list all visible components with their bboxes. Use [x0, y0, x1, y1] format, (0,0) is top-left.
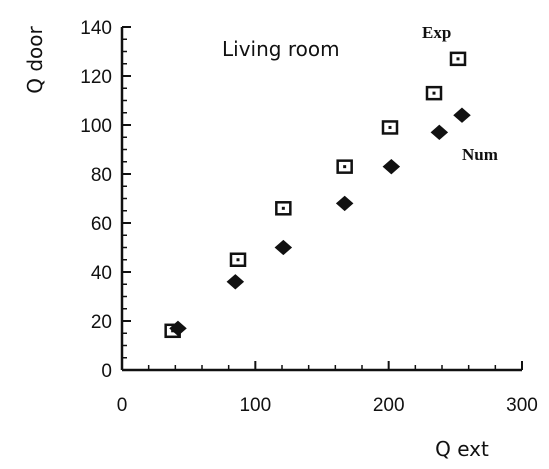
annotation-living-room: Living room — [222, 37, 340, 61]
series-label-num: Num — [462, 145, 498, 164]
y-tick-label: 140 — [80, 18, 112, 39]
axes — [120, 27, 522, 372]
y-tick-label: 20 — [91, 312, 112, 333]
ticks — [121, 26, 523, 371]
data-points — [164, 51, 471, 339]
y-tick-label: 60 — [91, 214, 112, 235]
x-tick-label: 100 — [239, 395, 271, 416]
num-point — [274, 239, 293, 256]
num-point — [335, 195, 354, 212]
tick-labels: 0 20 40 60 80 100 120 140 0 100 200 300 — [80, 18, 538, 416]
y-axis-title: Q door — [23, 25, 47, 93]
num-point — [430, 124, 449, 141]
series-label-exp: Exp — [422, 23, 451, 42]
exp-point — [449, 51, 467, 67]
x-tick-label: 200 — [373, 395, 405, 416]
y-tick-label: 40 — [91, 263, 112, 284]
num-point — [382, 158, 401, 175]
num-point — [453, 107, 471, 123]
exp-point — [336, 159, 353, 174]
num-point — [226, 274, 245, 290]
x-tick-label: 0 — [117, 395, 128, 416]
exp-point — [229, 252, 247, 267]
x-tick-label: 300 — [506, 395, 538, 416]
exp-point — [381, 120, 399, 135]
y-tick-label: 120 — [80, 67, 112, 88]
y-tick-label: 100 — [80, 116, 112, 137]
exp-point — [275, 201, 292, 216]
y-tick-label: 80 — [91, 165, 112, 186]
num-point — [169, 320, 187, 337]
x-axis-title: Q ext — [435, 437, 489, 461]
exp-point — [425, 85, 443, 101]
y-tick-label: 0 — [101, 361, 112, 382]
